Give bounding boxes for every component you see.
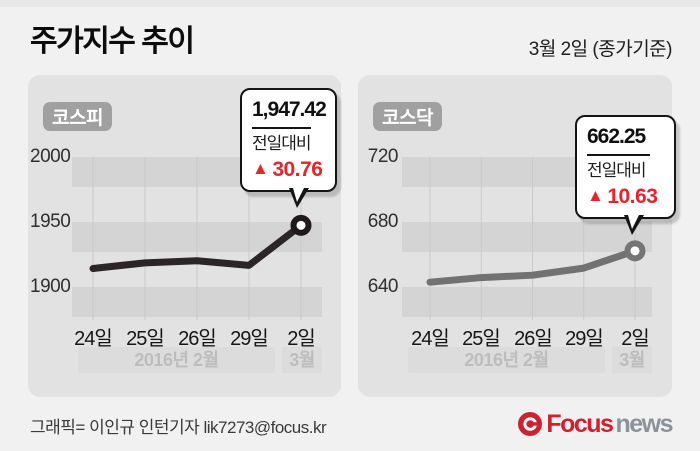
gridline-band [402, 287, 652, 317]
kospi-value-callout: 1,947.42 전일대비 ▲ 30.76 [240, 88, 337, 208]
kosdaq-close-value: 662.25 [587, 125, 646, 148]
x-tick-label: 29일 [565, 328, 604, 350]
x-tick-label: 25일 [126, 328, 165, 350]
kosdaq-chart-panel: 코스닥 720 680 640 24일 25일 26일 29일 2일 2016년… [358, 75, 676, 397]
x-tick-label: 2일 [621, 328, 650, 350]
up-triangle-icon: ▲ [587, 185, 604, 205]
x-tick-label: 26일 [514, 328, 553, 350]
graphic-credit: 그래픽= 이인규 인턴기자 lik7273@focus.kr [30, 418, 327, 437]
month-group-label: 2016년 2월 [78, 347, 275, 373]
change-caption: 전일대비 [587, 161, 647, 181]
logo-suffix-text: news [615, 409, 673, 438]
month-group-label: 2016년 2월 [408, 347, 605, 373]
page-title: 주가지수 추이 [30, 25, 195, 58]
gridline-band [72, 287, 322, 317]
kospi-y-tick: 1950 [30, 211, 71, 232]
kospi-index-chip: 코스피 [43, 102, 112, 131]
kosdaq-change-value: 10.63 [607, 184, 658, 208]
gridline-band [72, 222, 322, 252]
month-group-label: 3월 [612, 347, 652, 373]
callout-divider [252, 127, 311, 130]
kosdaq-y-tick: 640 [367, 276, 399, 297]
x-tick-label: 25일 [462, 328, 501, 350]
callout-divider [587, 154, 650, 157]
up-triangle-icon: ▲ [252, 158, 269, 178]
callout-tail [624, 214, 644, 235]
kospi-y-tick: 1900 [30, 276, 71, 297]
kospi-y-tick: 2000 [30, 146, 71, 167]
date-note: 3월 2일 (종가기준) [528, 39, 673, 60]
callout-tail [289, 187, 309, 208]
x-tick-label: 24일 [411, 328, 450, 350]
kosdaq-y-tick: 680 [367, 211, 399, 232]
kosdaq-y-tick: 720 [367, 146, 399, 167]
focus-news-logo: Focus news [518, 409, 673, 438]
kosdaq-index-chip: 코스닥 [373, 102, 442, 131]
x-tick-label: 29일 [230, 328, 269, 350]
kosdaq-value-callout: 662.25 전일대비 ▲ 10.63 [575, 115, 676, 235]
kospi-close-value: 1,947.42 [252, 98, 327, 121]
month-group-label: 3월 [282, 347, 322, 373]
change-caption: 전일대비 [252, 134, 312, 154]
x-tick-label: 26일 [178, 328, 217, 350]
x-tick-label: 2일 [287, 328, 316, 350]
focus-swirl-icon [518, 412, 543, 436]
kospi-change-value: 30.76 [272, 157, 323, 181]
kosdaq-series-line [426, 247, 639, 286]
top-strip [0, 0, 700, 7]
x-tick-label: 24일 [74, 328, 113, 350]
gridline-band [402, 222, 652, 252]
logo-brand-text: Focus [546, 409, 614, 438]
kospi-chart-panel: 코스피 2000 1950 1900 24일 25일 26일 29일 2일 20… [28, 75, 341, 397]
